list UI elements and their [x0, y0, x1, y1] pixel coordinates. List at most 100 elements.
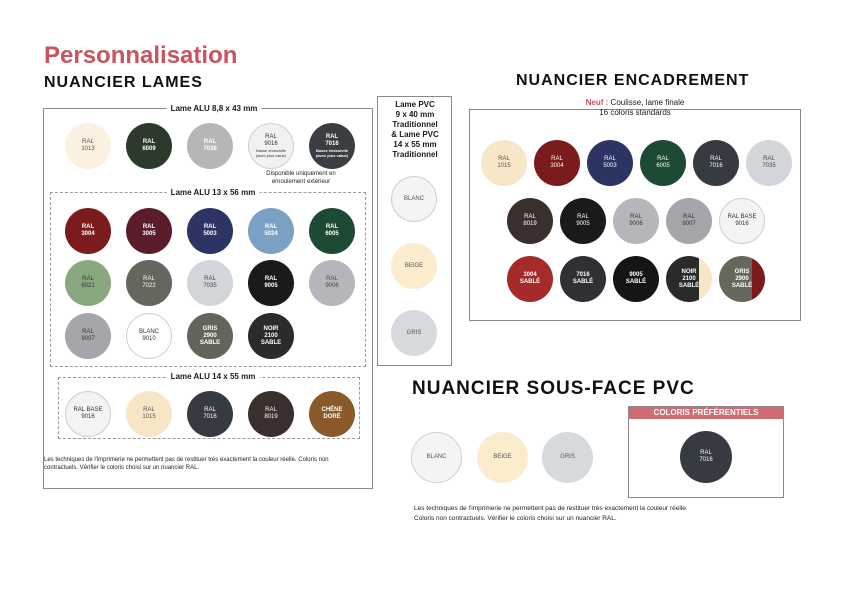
swatch-label: RAL [264, 224, 278, 230]
sousface-disclaimer-1: Les techniques de l'imprimerie ne permet… [414, 505, 688, 512]
color-swatch: RAL BASE 9016 [65, 391, 111, 437]
color-swatch: RAL 9006 [613, 198, 659, 244]
swatch-label: RAL [203, 139, 217, 145]
swatch-label: 7022 [142, 283, 156, 289]
swatch-label: Basse émissivité (avec plus value) [255, 148, 287, 158]
swatch-label: GRIS [202, 325, 218, 332]
swatch-label: RAL [326, 276, 338, 282]
encadrement-panel [469, 109, 801, 321]
swatch-label: RAL [203, 224, 217, 230]
color-swatch: GRIS 2900 SABLÉ [719, 256, 765, 302]
swatch-label: RAL [143, 407, 155, 413]
swatch-label: CHÊNE [321, 407, 343, 413]
swatch-label: RAL [142, 139, 156, 145]
swatch-label: 9005 [576, 221, 590, 227]
swatch-label: RAL [204, 276, 216, 282]
color-swatch: RAL 9006 [309, 260, 355, 306]
swatch-label: RAL [551, 156, 563, 162]
swatch-label: RAL [683, 214, 695, 220]
swatch-label: 6009 [142, 146, 156, 152]
swatch-label: 7016 [709, 163, 723, 169]
pref-color-swatch: RAL 7016 [680, 431, 732, 483]
swatch-label: 5024 [264, 231, 278, 237]
pvc-panel [377, 96, 452, 366]
swatch-label: RAL [265, 407, 277, 413]
swatch-label: 7035 [203, 283, 217, 289]
swatch-label: RAL [763, 156, 775, 162]
color-swatch: RAL 5003 [587, 140, 633, 186]
color-swatch: RAL 7016 [693, 140, 739, 186]
color-swatch: 3004 SABLÉ [507, 256, 553, 302]
swatch-label: 7016 [576, 272, 590, 278]
swatch-label: RAL [630, 214, 642, 220]
swatch-label: 7035 [762, 163, 776, 169]
swatch-label: RAL [81, 224, 95, 230]
pvc-line: Traditionnel [392, 120, 438, 129]
pvc-line: Lame PVC [395, 100, 435, 109]
color-swatch: RAL 5024 [248, 208, 294, 254]
color-swatch: RAL 6005 [640, 140, 686, 186]
page-title: Personnalisation [44, 42, 238, 69]
color-swatch: RAL 7038 [187, 123, 233, 169]
swatch-label: RAL BASE [727, 214, 757, 220]
swatch-label: RAL [82, 329, 94, 335]
swatch-label: 9007 [682, 221, 696, 227]
color-swatch: RAL 7035 [746, 140, 792, 186]
neuf-text: Coulisse, lame finale [608, 98, 685, 107]
swatch-label: 7038 [203, 146, 217, 152]
swatch-label: RAL BASE [73, 407, 103, 413]
color-swatch: RAL 1013 [65, 123, 111, 169]
color-swatch: RAL 9007 [666, 198, 712, 244]
swatch-label: NOIR [263, 325, 279, 332]
swatch-label: BLANC [403, 195, 424, 202]
swatch-label: GRIS [734, 268, 750, 275]
swatch-label: BLANC [138, 329, 159, 335]
swatch-label: RAL [143, 276, 155, 282]
color-swatch: NOIR 2100 SABLE [248, 313, 294, 359]
pvc-line: 9 x 40 mm [395, 110, 435, 119]
color-swatch: GRIS [542, 432, 593, 483]
group3-label: Lame ALU 14 x 55 mm [166, 372, 260, 381]
swatch-label: RAL [498, 156, 510, 162]
color-swatch: BLANC [391, 176, 437, 222]
swatch-label: 8019 [264, 414, 278, 420]
swatch-label: RAL [657, 156, 669, 162]
swatch-label: RAL [577, 214, 589, 220]
color-swatch: RAL 9005 [560, 198, 606, 244]
swatch-label: 2900 [203, 332, 217, 339]
swatch-label: RAL [82, 139, 94, 145]
swatch-label: GRIS [560, 454, 575, 460]
swatch-label: 9007 [81, 336, 95, 342]
swatch-label: 3004 [81, 231, 95, 237]
swatch-label: RAL [524, 214, 536, 220]
pvc-line: Traditionnel [392, 150, 438, 159]
swatch-label: RAL [710, 156, 722, 162]
encadrement-neuf-line: Neuf : Coulisse, lame finale [470, 98, 800, 107]
swatch-label: 1013 [81, 146, 95, 152]
color-swatch: RAL 9005 [248, 260, 294, 306]
swatch-label: 3005 [142, 231, 156, 237]
swatch-label: 3004 [523, 272, 537, 278]
sousface-disclaimer-2: Coloris non contractuels. Vérifier le co… [414, 515, 617, 522]
swatch-label: 6021 [81, 283, 95, 289]
swatch-label: SABLE [260, 339, 282, 346]
color-swatch: RAL 5003 [187, 208, 233, 254]
color-swatch: RAL 6009 [126, 123, 172, 169]
color-swatch: BEIGE [477, 432, 528, 483]
color-swatch: RAL 8019 [248, 391, 294, 437]
swatch-label: 6005 [656, 163, 670, 169]
group1-label: Lame ALU 8,8 x 43 mm [166, 104, 262, 113]
swatch-label: RAL [264, 276, 278, 282]
lames-heading: NUANCIER LAMES [44, 74, 203, 91]
color-swatch: RAL 7022 [126, 260, 172, 306]
swatch-label: RAL [604, 156, 616, 162]
swatch-label: BLANC [426, 454, 447, 460]
color-swatch: RAL 9016 Basse émissivité (avec plus value… [248, 123, 294, 169]
color-swatch: GRIS 2900 SABLE [187, 313, 233, 359]
swatch-label: RAL [142, 224, 156, 230]
swatch-label: RAL [700, 450, 712, 456]
pref-title: COLORIS PRÉFÉRENTIELS [629, 407, 783, 419]
swatch-label: 2100 [264, 332, 278, 339]
color-swatch: RAL 1015 [481, 140, 527, 186]
group1-note: Disponible uniquement en enroulement ext… [266, 171, 336, 185]
